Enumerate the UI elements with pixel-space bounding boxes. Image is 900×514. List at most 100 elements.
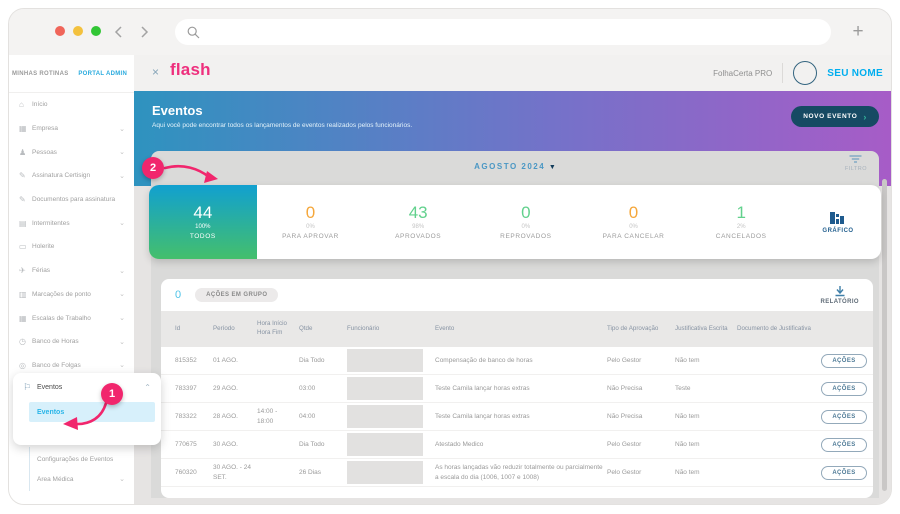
stat-card[interactable]: 0 0% PARA CANCELAR [580,185,688,259]
sidebar-item[interactable]: ◷ Banco de Horas ⌄ [19,337,125,347]
sidebar-item[interactable]: ✎ Assinatura Certisign ⌄ [19,171,125,181]
row-actions-button[interactable]: AÇÕES [821,409,867,424]
cell-id: 760320 [175,468,197,476]
table-row: 783322 28 AGO. 14:00 - 18:00 04:00 Teste… [161,403,873,431]
selected-count: 0 [175,289,182,301]
main-content: × flash FolhaCerta PRO SEU NOME Eventos … [134,55,891,504]
cell-documento [737,357,811,365]
sidebar-menu: ⌂ Início ⌄ ▦ Empresa ⌄ ♟ Pessoas ⌄ [9,93,134,377]
sidebar-item[interactable]: ⌂ Início ⌄ [19,100,48,110]
cell-qtde: 03:00 [299,384,316,392]
maximize-window-button[interactable] [91,26,101,36]
stat-card[interactable]: 1 2% CANCELADOS [687,185,795,259]
stat-card[interactable]: 0 0% REPROVADOS [472,185,580,259]
stats-card-row: 44 100% TODOS 0 0% PARA APROVAR 43 [149,185,881,259]
step-badge-2: 2 [142,157,164,179]
redacted-employee-name [347,461,423,484]
sidebar-subitem[interactable]: Área Médica ⌄ [37,475,125,484]
sidebar-item[interactable]: ▥ Marcações de ponto ⌄ [19,289,125,299]
sidebar-item[interactable]: ▭ Holerite ⌄ [19,242,55,252]
sidebar-item[interactable]: ♟ Pessoas ⌄ [19,147,125,157]
stat-value: 0 [628,203,639,222]
stat-label: CANCELADOS [715,233,767,240]
table-column-header: Período [213,324,235,332]
row-actions-button[interactable]: AÇÕES [821,465,867,480]
cell-id: 783322 [175,412,197,420]
search-icon [187,26,200,38]
chevron-down-icon: ⌄ [119,172,125,180]
user-name[interactable]: SEU NOME [827,67,883,79]
table-column-header: Hora Início Hora Fim [257,320,287,336]
chevron-down-icon: ⌄ [119,315,125,323]
cell-periodo: 30 AGO. - 24 SET. [213,464,251,481]
table-toolbar: 0 AÇÕES EM GRUPO RELATÓRIO [161,279,873,311]
content-panel: AGOSTO 2024 ▼ FILTRO 44 100% TODOS [149,151,881,498]
step-arrow-1 [63,401,108,430]
hours-bank-icon: ◷ [19,337,26,347]
stat-percent: 0% [306,224,315,230]
table-column-header: Id [175,324,181,332]
sidebar-item[interactable]: ▦ Escalas de Trabalho ⌄ [19,313,125,323]
row-actions-button[interactable]: AÇÕES [821,381,867,396]
redacted-employee-name [347,377,423,400]
stat-card[interactable]: 43 98% APROVADOS [364,185,472,259]
chevron-down-icon: ⌄ [119,220,125,228]
table-body: 815352 01 AGO. Dia Todo Compensação de b… [161,347,873,487]
chart-view-button[interactable]: GRÁFICO [795,185,881,259]
stat-percent: 0% [629,224,638,230]
sidebar-tab[interactable]: PORTAL ADMIN [78,70,128,77]
avatar[interactable] [793,61,818,85]
sidebar-subitem[interactable]: Configurações de Eventos ⌄ [37,455,114,463]
chevron-up-icon: ⌃ [144,383,151,392]
page-title: Eventos [152,103,203,118]
browser-back-icon[interactable] [112,24,124,40]
cell-hora [257,441,295,449]
cell-tipo-aprovacao: Não Precisa [607,384,643,392]
stat-percent: 2% [736,224,746,230]
sidebar-tabs: MINHAS ROTINAS PORTAL ADMIN [9,55,134,93]
stat-card[interactable]: 0 0% PARA APROVAR [257,185,365,259]
stat-value: 1 [736,203,746,222]
stat-value: 0 [521,203,531,222]
cell-periodo: 28 AGO. [213,412,238,420]
new-tab-button[interactable]: + [852,21,864,42]
sidebar-item[interactable]: ▦ Empresa ⌄ [19,124,125,134]
browser-forward-icon[interactable] [139,24,151,40]
group-actions-button[interactable]: AÇÕES EM GRUPO [195,288,279,302]
stat-card[interactable]: 44 100% TODOS [149,185,257,259]
cell-qtde: Dia Todo [299,440,325,448]
chevron-down-icon: ⌄ [119,338,125,346]
cell-qtde: 26 Dias [299,468,322,476]
chevron-down-icon: ⌄ [119,149,125,157]
stat-label: PARA APROVAR [282,233,339,240]
month-selector[interactable]: AGOSTO 2024 ▼ [474,162,556,171]
sidebar-item-eventos[interactable]: ⚐ Eventos ⌃ [23,382,151,392]
sidebar-subitem-eventos-selected[interactable]: Eventos [29,402,155,422]
address-bar[interactable] [175,19,831,45]
sidebar-tab[interactable]: MINHAS ROTINAS [11,70,69,77]
cell-evento: As horas lançadas vão reduzir totalmente… [435,464,603,481]
row-actions-button[interactable]: AÇÕES [821,353,867,368]
cell-hora: 14:00 - 18:00 [257,408,278,425]
report-button[interactable]: RELATÓRIO [821,285,860,305]
cell-hora [257,385,295,393]
stat-percent: 98% [412,224,425,230]
sidebar-item[interactable]: ✎ Documentos para assinatura ⌄ [19,195,116,205]
page-scrollbar[interactable] [882,179,887,491]
bar-chart-icon [830,212,844,224]
sidebar-item[interactable]: ◎ Banco de Folgas ⌄ [19,360,125,370]
new-event-button[interactable]: NOVO EVENTO › [791,106,879,127]
close-icon[interactable]: × [152,65,160,79]
cell-evento: Teste Camila lançar horas extras [435,412,530,420]
sidebar-item[interactable]: ✈ Férias ⌄ [19,266,125,276]
page-subtitle: Aqui você pode encontrar todos os lançam… [152,122,413,129]
sidebar-item[interactable]: ▤ Intermitentes ⌄ [19,218,125,228]
sidebar-submenu: Configurações de Eventos ⌄ Área Médica ⌄ [9,447,134,491]
row-actions-button[interactable]: AÇÕES [821,437,867,452]
minimize-window-button[interactable] [73,26,83,36]
chevron-down-icon: ⌄ [119,267,125,275]
submenu-indent-line [29,447,30,491]
filter-button[interactable]: FILTRO [845,155,867,172]
close-window-button[interactable] [55,26,65,36]
cell-justificativa: Não tem [675,356,700,364]
